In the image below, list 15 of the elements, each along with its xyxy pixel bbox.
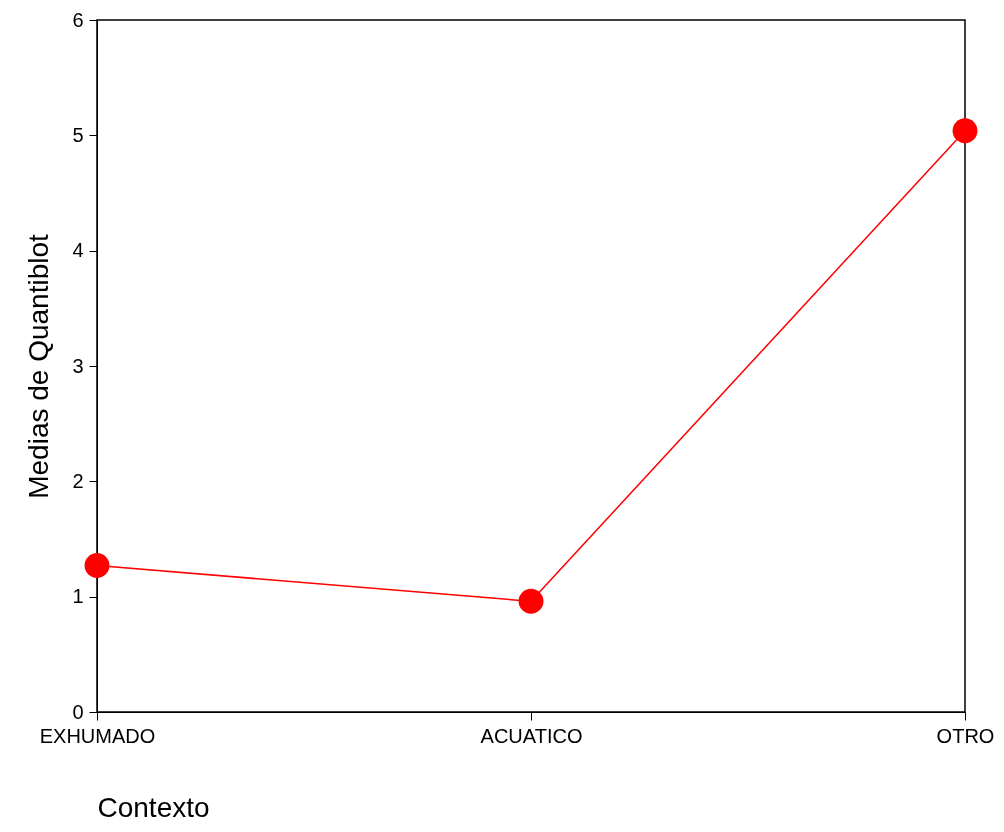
y-tick-label: 2 — [72, 469, 84, 492]
x-tick-label: EXHUMADO — [39, 724, 156, 747]
y-tick-label: 1 — [72, 585, 84, 608]
y-tick-label: 0 — [72, 700, 84, 723]
y-tick-label: 6 — [72, 8, 84, 31]
y-tick-label: 4 — [72, 239, 84, 262]
y-axis-title: Medias de Quantiblot — [23, 233, 55, 499]
y-tick-label: 5 — [72, 123, 84, 146]
y-tick-label: 3 — [72, 354, 84, 377]
point — [518, 588, 544, 614]
x-axis-title: Contexto — [97, 791, 210, 823]
x-tick-label: OTRO — [936, 724, 995, 747]
point — [952, 118, 978, 144]
point — [84, 553, 110, 578]
x-tick-label: ACUATICO — [480, 724, 583, 747]
